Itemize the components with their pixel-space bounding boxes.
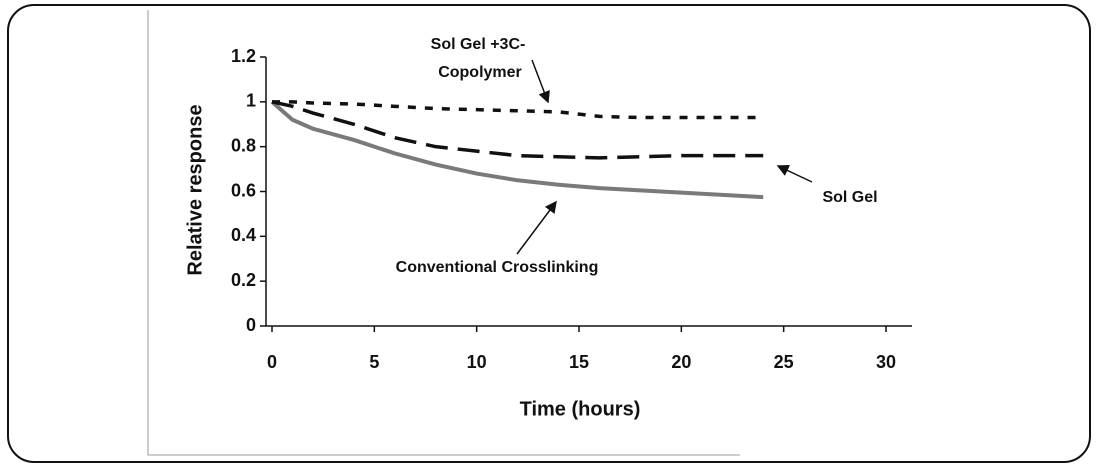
y-tick-label: 1.2 (231, 46, 256, 66)
x-tick-label: 10 (467, 352, 487, 372)
y-tick-label: 0.6 (231, 180, 256, 200)
x-axis-label: Time (hours) (520, 398, 641, 420)
y-tick-label: 1 (246, 91, 256, 111)
annotation-arrow (531, 59, 550, 104)
series-line (270, 100, 764, 200)
x-tick-label: 20 (671, 352, 691, 372)
frame (7, 4, 1091, 463)
series-line (271, 100, 764, 160)
y-tick-label: 0.2 (231, 270, 256, 290)
x-tick-label: 15 (569, 352, 589, 372)
series-line (272, 100, 764, 120)
annotation: Conventional Crosslinking (396, 259, 599, 276)
annotation-arrow (776, 165, 813, 183)
y-axis-label: Relative response (184, 104, 206, 275)
annotation: Sol Gel (822, 189, 877, 206)
annotation: Copolymer (438, 64, 522, 81)
annotation: Sol Gel +3C- (431, 36, 526, 53)
x-tick-label: 30 (876, 352, 896, 372)
x-tick-label: 25 (774, 352, 794, 372)
annotation-arrow (516, 200, 557, 255)
x-tick-label: 0 (267, 352, 277, 372)
y-tick-label: 0.8 (231, 135, 256, 155)
x-tick-label: 5 (369, 352, 379, 372)
y-tick-label: 0 (246, 315, 256, 335)
y-tick-label: 0.4 (231, 225, 256, 245)
